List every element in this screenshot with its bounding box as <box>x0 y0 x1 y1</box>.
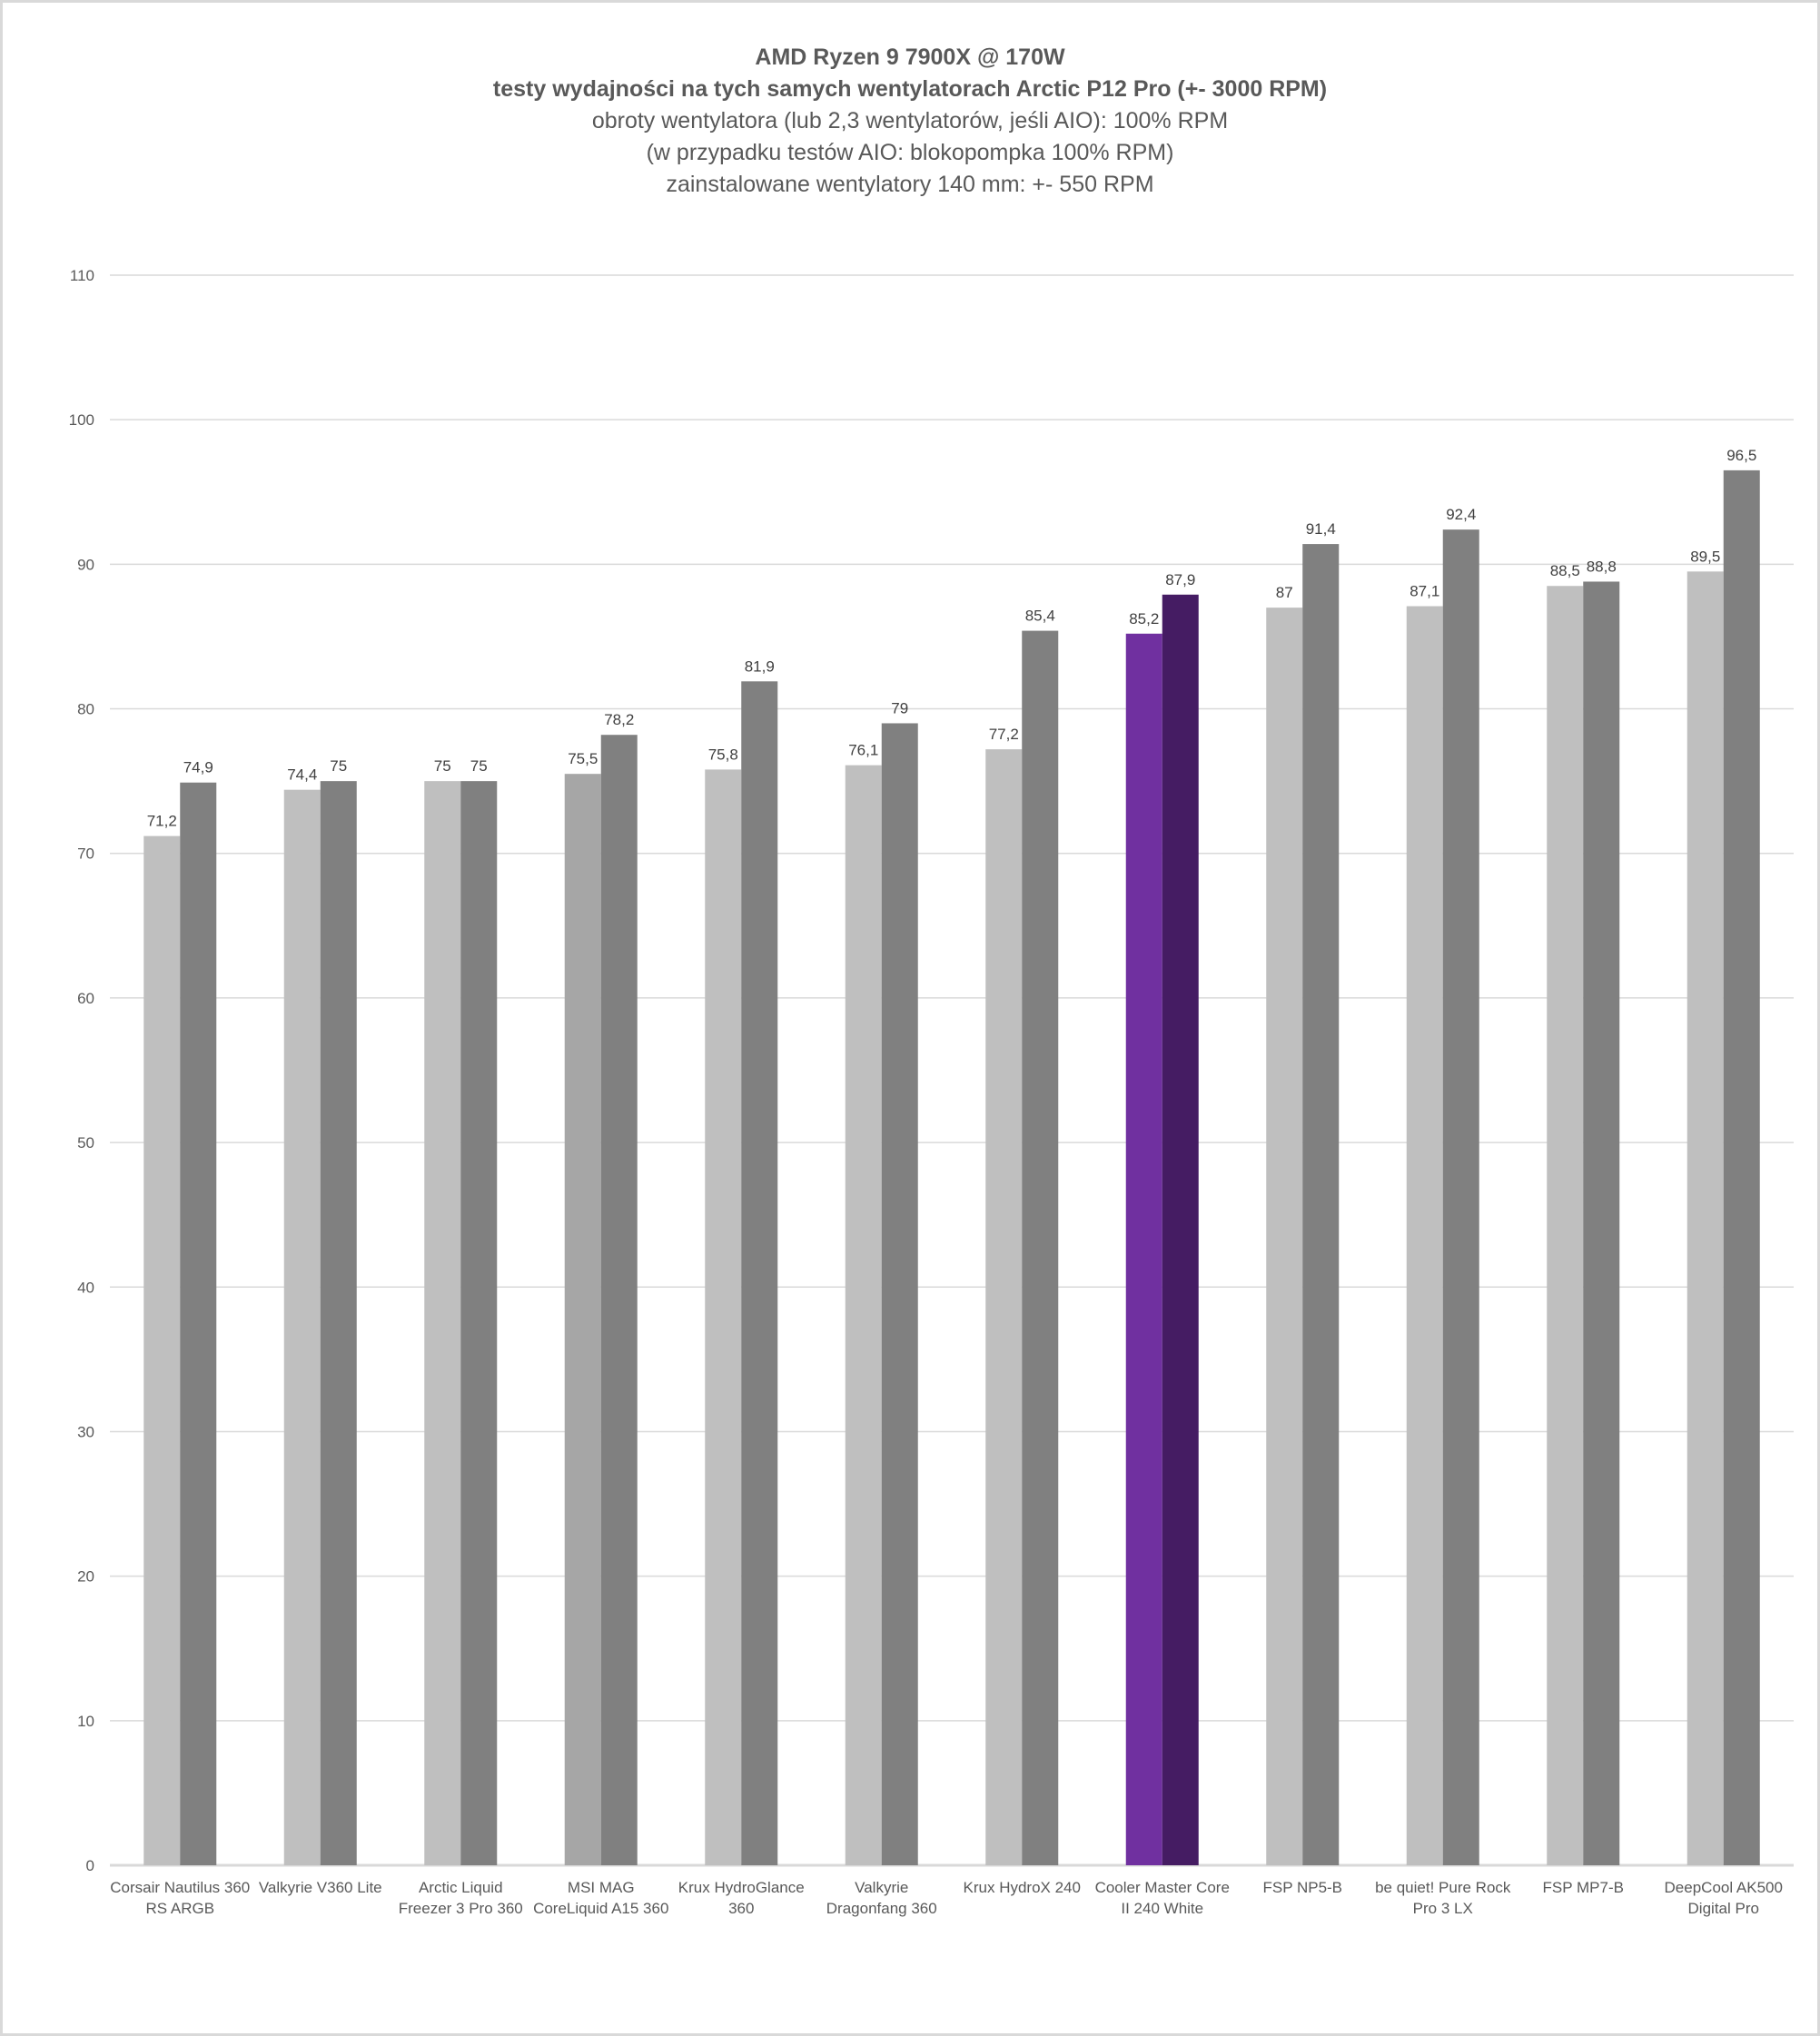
data-label: 92,4 <box>1446 506 1476 523</box>
y-tick-label: 110 <box>70 267 94 284</box>
data-label: 89,5 <box>1690 548 1720 565</box>
x-category-label: Digital Pro <box>1688 1900 1759 1917</box>
data-label: 79 <box>891 699 908 717</box>
chart-subtitle-2: (w przypadku testów AIO: blokopompka 100… <box>646 140 1174 165</box>
x-category-label: Valkyrie V360 Lite <box>259 1879 382 1896</box>
data-label: 87 <box>1276 584 1293 601</box>
data-label: 87,1 <box>1410 583 1439 600</box>
data-label: 71,2 <box>147 813 177 830</box>
data-label: 74,9 <box>183 759 213 776</box>
y-tick-label: 0 <box>86 1857 94 1874</box>
data-label: 81,9 <box>745 657 775 675</box>
chart-title: AMD Ryzen 9 7900X @ 170W <box>755 44 1065 70</box>
data-label: 77,2 <box>989 726 1019 743</box>
bar <box>1406 606 1443 1865</box>
x-category-label: FSP NP5-B <box>1262 1879 1342 1896</box>
bar <box>741 681 778 1865</box>
data-label: 75 <box>330 757 347 775</box>
y-tick-label: 100 <box>69 411 94 429</box>
data-label: 88,5 <box>1550 562 1580 579</box>
bar <box>1723 469 1760 1865</box>
x-category-label: DeepCool AK500 <box>1665 1879 1783 1896</box>
x-category-label: Valkyrie <box>855 1879 908 1896</box>
y-tick-label: 60 <box>77 990 94 1007</box>
data-label: 75 <box>470 757 488 775</box>
data-label: 85,2 <box>1129 610 1159 628</box>
data-label: 88,8 <box>1587 558 1617 575</box>
x-category-label: CoreLiquid A15 360 <box>533 1900 668 1917</box>
x-category-label: Pro 3 LX <box>1413 1900 1473 1917</box>
chart-subtitle-bold: testy wydajności na tych samych wentylat… <box>492 76 1328 102</box>
data-label: 76,1 <box>848 742 878 759</box>
bar <box>1547 586 1584 1865</box>
x-category-label: Cooler Master Core <box>1095 1879 1230 1896</box>
data-label: 78,2 <box>604 711 634 728</box>
bar <box>845 765 882 1865</box>
y-tick-label: 90 <box>77 556 94 573</box>
y-tick-label: 20 <box>77 1568 94 1586</box>
bar <box>143 835 181 1865</box>
x-category-label: Dragonfang 360 <box>826 1900 937 1917</box>
data-label: 74,4 <box>287 766 317 784</box>
x-category-label: Krux HydroGlance <box>678 1879 805 1896</box>
x-category-label: 360 <box>728 1900 754 1917</box>
bar <box>985 749 1023 1865</box>
bar <box>1442 529 1479 1866</box>
y-tick-label: 70 <box>77 845 94 863</box>
x-category-label: be quiet! Pure Rock <box>1375 1879 1511 1896</box>
bar <box>1162 594 1199 1866</box>
x-category-label: Freezer 3 Pro 360 <box>399 1900 523 1917</box>
y-tick-label: 30 <box>77 1423 94 1440</box>
data-label: 96,5 <box>1726 447 1756 464</box>
x-category-label: Krux HydroX 240 <box>964 1879 1081 1896</box>
data-label: 75 <box>434 757 451 775</box>
bar <box>180 782 217 1865</box>
bar <box>1686 571 1724 1865</box>
bar <box>1302 544 1340 1866</box>
data-label: 87,9 <box>1165 571 1195 588</box>
x-category-label: RS ARGB <box>145 1900 214 1917</box>
data-label: 75,5 <box>568 750 598 767</box>
chart-subtitle-1: obroty wentylatora (lub 2,3 wentylatorów… <box>591 108 1229 133</box>
bar <box>1125 633 1162 1865</box>
bar <box>881 723 918 1865</box>
y-tick-label: 10 <box>77 1713 94 1730</box>
data-label: 91,4 <box>1306 520 1336 538</box>
y-tick-label: 80 <box>77 701 94 718</box>
chart-subtitle-3: zainstalowane wentylatory 140 mm: +- 550… <box>666 172 1154 197</box>
x-category-label: Arctic Liquid <box>419 1879 503 1896</box>
bar <box>460 781 498 1865</box>
chart-titles: AMD Ryzen 9 7900X @ 170W testy wydajnośc… <box>0 42 1820 201</box>
bar <box>1266 608 1303 1865</box>
data-label: 85,4 <box>1025 608 1055 625</box>
bar <box>600 735 638 1865</box>
bar <box>283 789 321 1865</box>
data-label: 75,8 <box>708 746 738 763</box>
bar <box>320 781 357 1865</box>
bar <box>564 774 601 1865</box>
bar <box>424 781 461 1865</box>
y-tick-label: 50 <box>77 1134 94 1151</box>
y-tick-label: 40 <box>77 1279 94 1296</box>
x-category-label: Corsair Nautilus 360 <box>110 1879 250 1896</box>
x-category-label: MSI MAG <box>568 1879 635 1896</box>
bar <box>1583 581 1620 1865</box>
x-category-label: FSP MP7-B <box>1543 1879 1624 1896</box>
bar <box>1022 630 1059 1865</box>
bar <box>705 769 742 1865</box>
x-category-label: II 240 White <box>1121 1900 1203 1917</box>
